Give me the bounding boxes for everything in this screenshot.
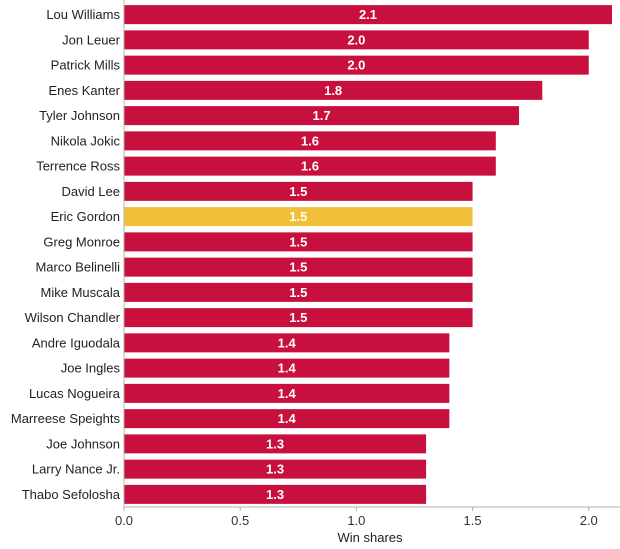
- value-label: 1.8: [324, 83, 342, 98]
- category-label: Tyler Johnson: [39, 108, 120, 123]
- bar-tyler-johnson: [124, 106, 520, 126]
- value-label: 2.0: [347, 32, 365, 47]
- bar-marco-belinelli: [124, 257, 473, 277]
- value-label: 1.6: [301, 133, 319, 148]
- bar-larry-nance-jr: [124, 459, 427, 479]
- category-label: Lou Williams: [46, 7, 120, 22]
- category-label: Joe Johnson: [46, 436, 120, 451]
- bar-lou-williams: [124, 5, 612, 25]
- category-label: Marco Belinelli: [35, 260, 120, 275]
- category-label: Joe Ingles: [61, 361, 121, 376]
- x-axis-ticks: 0.0 0.5 1.0 1.5 2.0: [115, 507, 598, 528]
- value-label: 1.5: [289, 184, 307, 199]
- category-label: Wilson Chandler: [25, 310, 121, 325]
- category-label: David Lee: [61, 184, 120, 199]
- value-label: 1.7: [312, 108, 330, 123]
- x-tick-label: 2.0: [580, 513, 598, 528]
- category-label: Lucas Nogueira: [29, 386, 121, 401]
- bar-marreese-speights: [124, 409, 450, 429]
- value-label: 1.5: [289, 209, 307, 224]
- x-tick-label: 1.0: [347, 513, 365, 528]
- value-label: 1.5: [289, 260, 307, 275]
- x-tick-label: 0.0: [115, 513, 133, 528]
- value-label: 1.4: [278, 335, 297, 350]
- bar-patrick-mills: [124, 55, 589, 75]
- bar-greg-monroe: [124, 232, 473, 252]
- bar-mike-muscala: [124, 282, 473, 302]
- bar-joe-ingles: [124, 358, 450, 378]
- category-label: Larry Nance Jr.: [32, 462, 120, 477]
- bar-wilson-chandler: [124, 308, 473, 328]
- value-label: 1.3: [266, 436, 284, 451]
- x-axis-title: Win shares: [337, 530, 403, 545]
- value-label: 1.5: [289, 310, 307, 325]
- category-label: Eric Gordon: [51, 209, 120, 224]
- category-label: Nikola Jokic: [51, 133, 121, 148]
- value-label: 1.4: [278, 411, 297, 426]
- category-labels: Lou Williams Jon Leuer Patrick Mills Enes K…: [11, 7, 121, 502]
- category-label: Thabo Sefolosha: [22, 487, 121, 502]
- bar-lucas-nogueira: [124, 383, 450, 403]
- value-label: 1.5: [289, 234, 307, 249]
- bar-enes-kanter: [124, 80, 543, 100]
- bar-thabo-sefolosha: [124, 484, 427, 504]
- category-label: Jon Leuer: [62, 32, 120, 47]
- value-label: 1.6: [301, 159, 319, 174]
- bar-joe-johnson: [124, 434, 427, 454]
- value-label: 1.3: [266, 462, 284, 477]
- category-label: Andre Iguodala: [32, 335, 121, 350]
- category-label: Mike Muscala: [41, 285, 121, 300]
- bars-group: [124, 5, 612, 504]
- value-label: 1.5: [289, 285, 307, 300]
- bar-nikola-jokic: [124, 131, 496, 151]
- bar-andre-iguodala: [124, 333, 450, 353]
- value-label: 2.0: [347, 58, 365, 73]
- value-label: 1.3: [266, 487, 284, 502]
- bar-eric-gordon: [124, 207, 473, 227]
- value-label: 1.4: [278, 361, 297, 376]
- x-tick-label: 0.5: [231, 513, 249, 528]
- bar-terrence-ross: [124, 156, 496, 176]
- bar-jon-leuer: [124, 30, 589, 50]
- value-labels: 2.1 2.0 2.0 1.8 1.7 1.6 1.6 1.5 1.5 1.5 1.5 1.5 1.5 1…: [266, 7, 377, 502]
- category-label: Enes Kanter: [48, 83, 120, 98]
- x-tick-label: 1.5: [464, 513, 482, 528]
- bar-david-lee: [124, 181, 473, 201]
- value-label: 1.4: [278, 386, 297, 401]
- category-label: Greg Monroe: [43, 234, 120, 249]
- value-label: 2.1: [359, 7, 377, 22]
- category-label: Marreese Speights: [11, 411, 121, 426]
- category-label: Patrick Mills: [51, 58, 121, 73]
- category-label: Terrence Ross: [36, 159, 120, 174]
